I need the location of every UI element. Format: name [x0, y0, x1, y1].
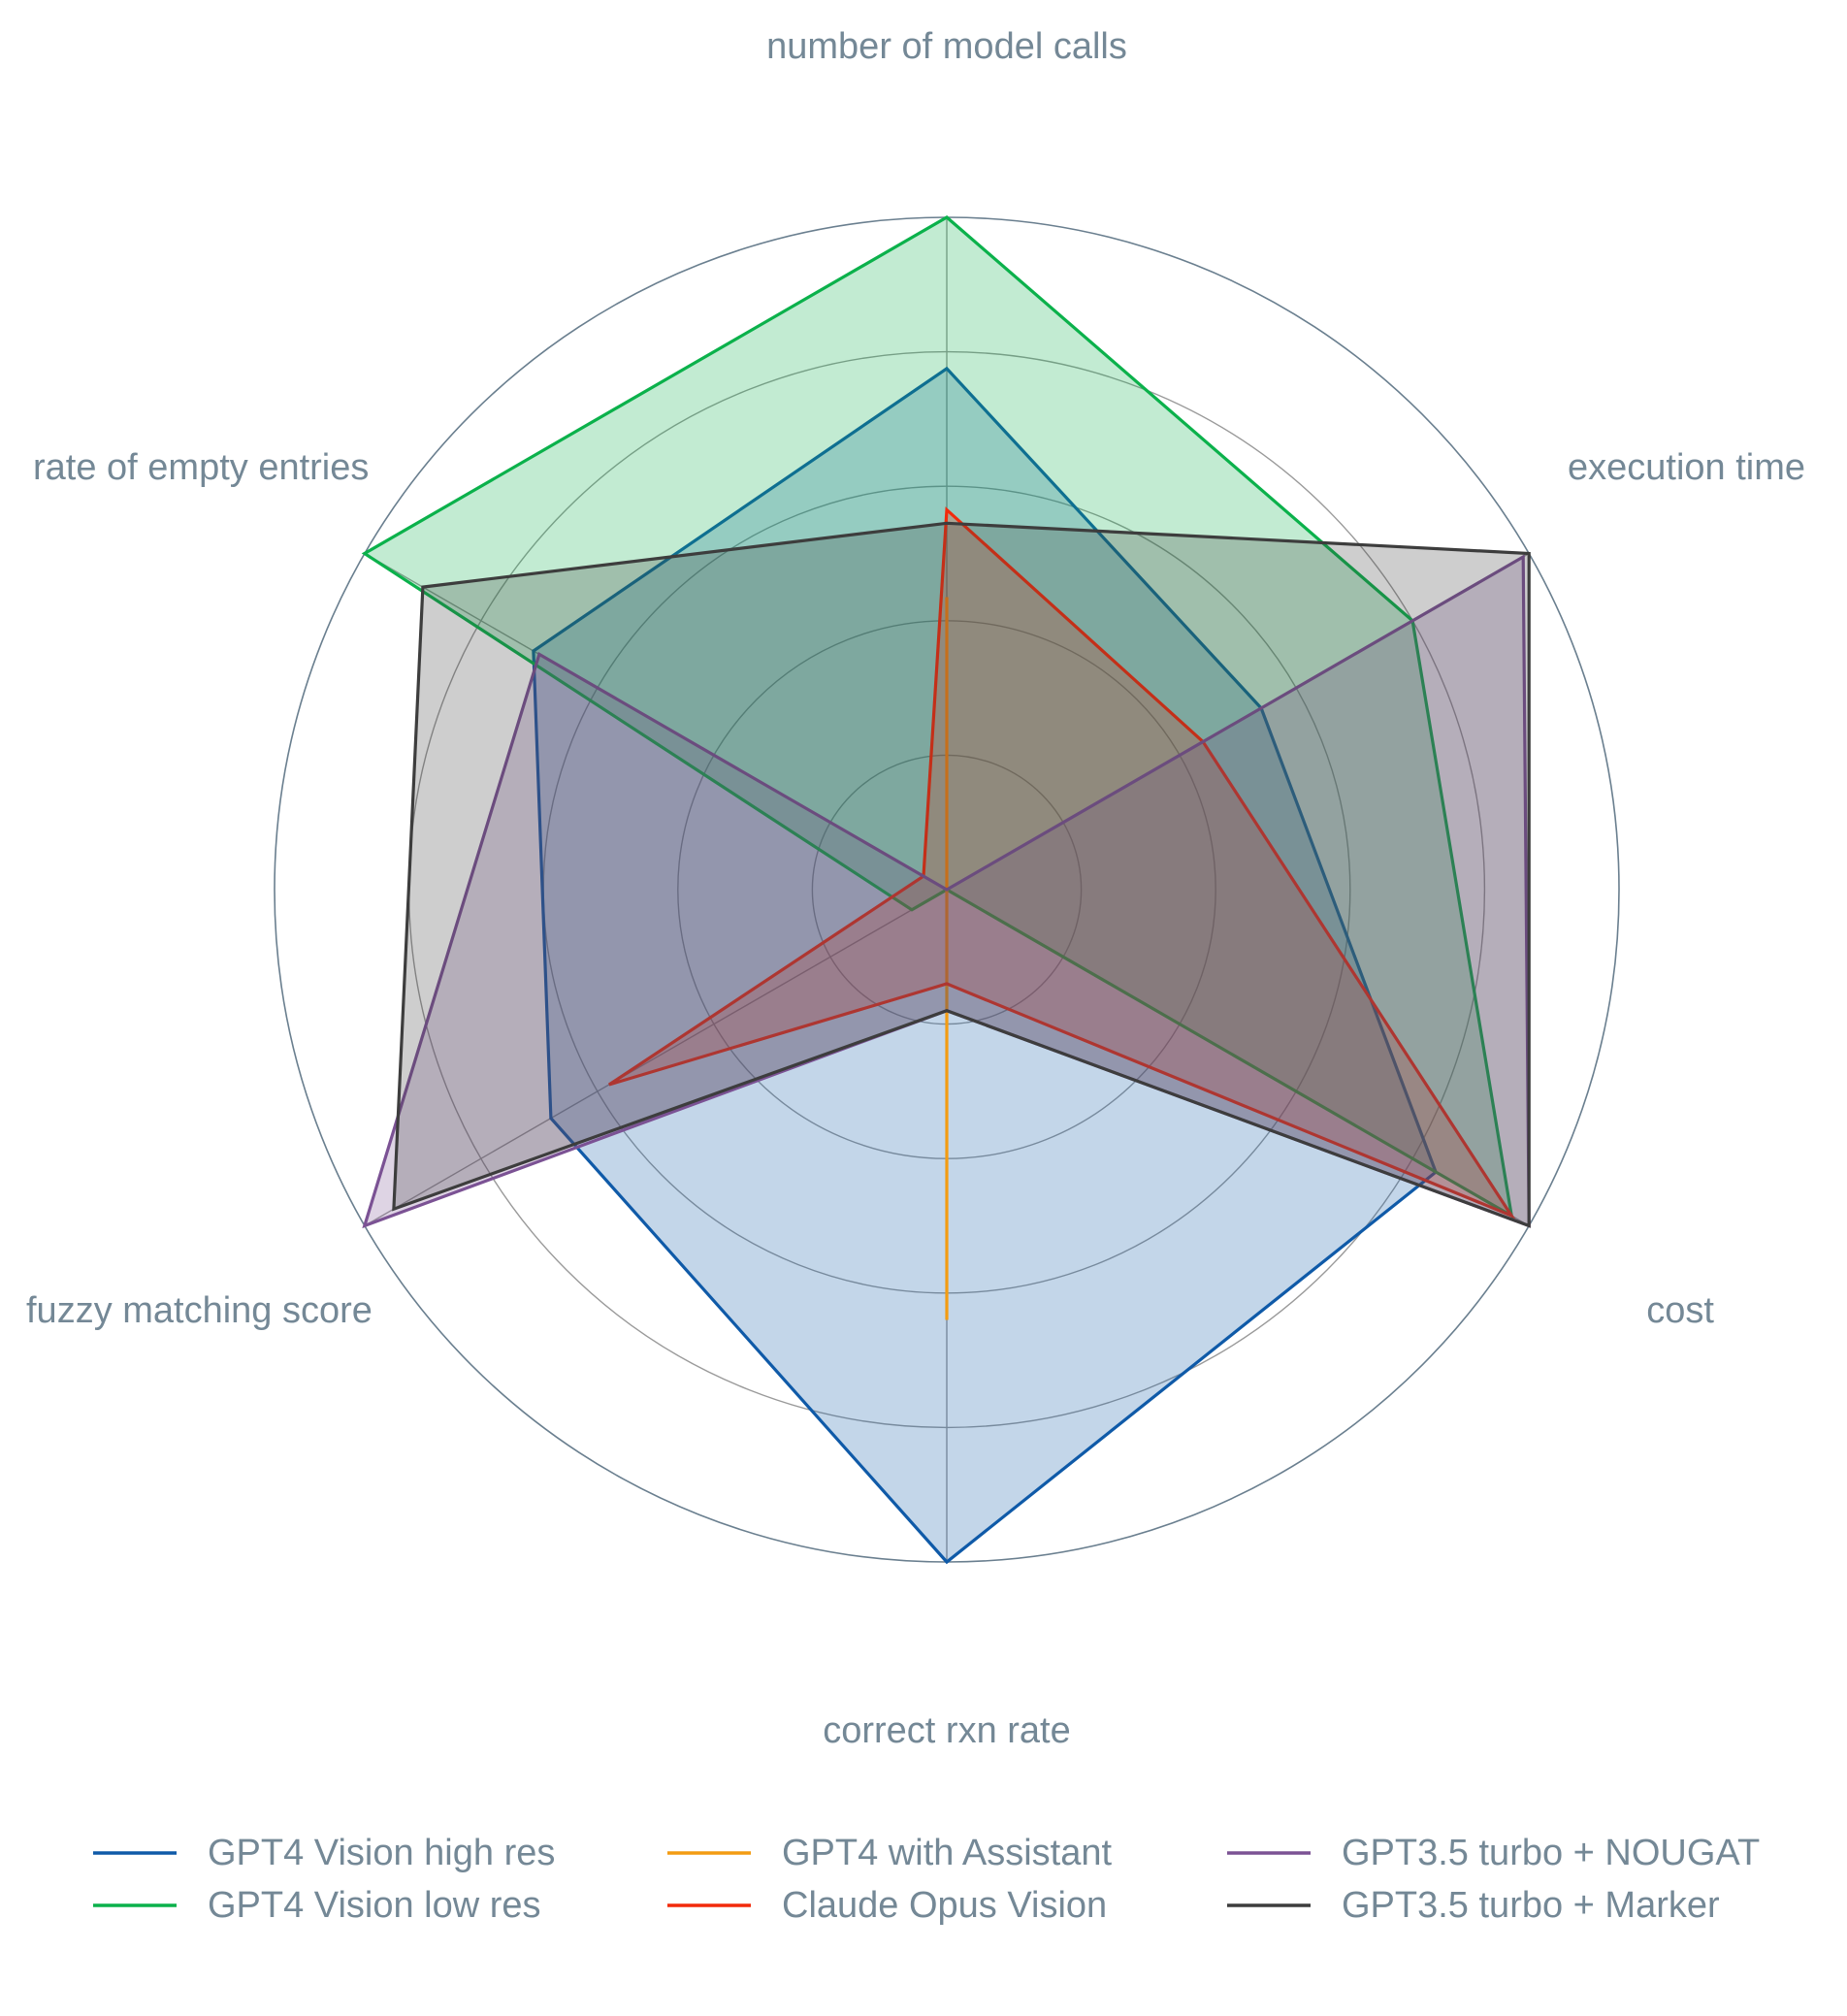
legend-label: GPT3.5 turbo + Marker	[1342, 1885, 1720, 1926]
legend-label: GPT3.5 turbo + NOUGAT	[1342, 1833, 1760, 1873]
legend-label: GPT4 with Assistant	[782, 1833, 1112, 1873]
legend-label: Claude Opus Vision	[782, 1885, 1107, 1926]
radar-series	[365, 217, 1530, 1562]
legend-label: GPT4 Vision high res	[208, 1833, 555, 1873]
legend-item[interactable]: Claude Opus Vision	[667, 1885, 1107, 1926]
legend-item[interactable]: GPT3.5 turbo + Marker	[1227, 1885, 1720, 1926]
legend-item[interactable]: GPT4 Vision low res	[93, 1885, 541, 1926]
axis-label: correct rxn rate	[823, 1710, 1071, 1751]
legend-item[interactable]: GPT4 with Assistant	[667, 1833, 1112, 1873]
axis-label: number of model calls	[766, 26, 1127, 67]
axis-label: cost	[1646, 1290, 1714, 1331]
legend-item[interactable]: GPT3.5 turbo + NOUGAT	[1227, 1833, 1760, 1873]
axis-label: rate of empty entries	[33, 447, 369, 488]
axis-label: fuzzy matching score	[26, 1290, 373, 1331]
legend-item[interactable]: GPT4 Vision high res	[93, 1833, 555, 1873]
legend[interactable]: GPT4 Vision high res GPT4 Vision low res G…	[93, 1833, 1760, 1926]
legend-label: GPT4 Vision low res	[208, 1885, 541, 1926]
axis-label: execution time	[1568, 447, 1805, 488]
